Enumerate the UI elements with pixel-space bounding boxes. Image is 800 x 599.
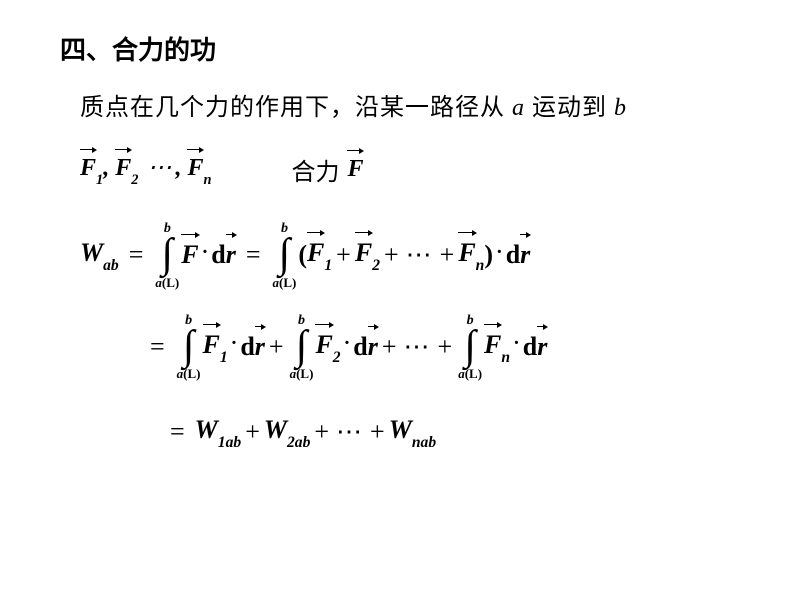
integral-2: b ∫ a(L) — [273, 222, 297, 289]
equation-3: = W1ab + W2ab + ⋯ + Wnab — [160, 415, 740, 449]
forces-line: F1, F2 ⋯, Fn 合力 F — [80, 152, 740, 187]
integral-4: b ∫ a(L) — [290, 314, 314, 381]
section-title: 四、合力的功 — [60, 30, 740, 67]
force-list: F1, F2 ⋯, Fn — [80, 153, 211, 186]
integral-1: b ∫ a(L) — [155, 222, 179, 289]
equation-2: = b ∫ a(L) F1 · dr + b ∫ a(L) F2 · dr + … — [140, 314, 740, 381]
intro-mid: 运动到 — [525, 95, 614, 121]
equation-1: Wab = b ∫ a(L) F · dr = b ∫ a(L) ( F1 + … — [80, 222, 740, 289]
vec-F1: F — [80, 155, 96, 182]
vec-F: F — [347, 156, 363, 183]
resultant-label: 合力 F — [291, 152, 363, 187]
var-b: b — [614, 95, 627, 121]
vec-F2: F — [115, 155, 131, 182]
vec-Fn: F — [187, 155, 203, 182]
var-a: a — [512, 95, 525, 121]
intro-text: 质点在几个力的作用下，沿某一路径从 a 运动到 b — [80, 87, 740, 122]
intro-pre: 质点在几个力的作用下，沿某一路径从 — [80, 95, 512, 121]
integral-3: b ∫ a(L) — [177, 314, 201, 381]
integral-5: b ∫ a(L) — [458, 314, 482, 381]
